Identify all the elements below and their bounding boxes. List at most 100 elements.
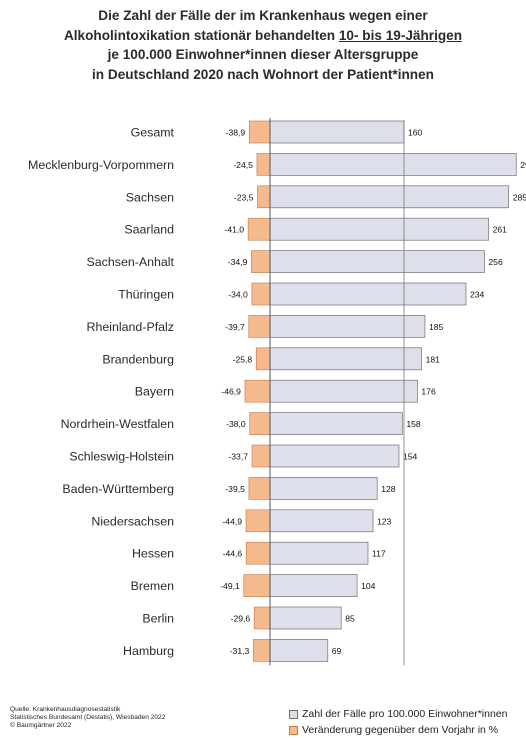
value-label-hamburg: 69 bbox=[332, 646, 342, 656]
value-label-rheinland-pfalz: 185 bbox=[429, 322, 444, 332]
change-bar-saarland bbox=[247, 217, 271, 241]
value-label-thueringen: 234 bbox=[470, 290, 485, 300]
change-bar-schleswig-holstein bbox=[251, 444, 271, 468]
value-label-hessen: 117 bbox=[372, 549, 386, 559]
change-label-bremen: -49,1 bbox=[220, 581, 240, 591]
value-label-brandenburg: 181 bbox=[426, 354, 441, 364]
value-label-bremen: 104 bbox=[361, 581, 376, 591]
legend-swatch-cases bbox=[289, 709, 298, 719]
change-bar-gesamt bbox=[248, 120, 271, 144]
change-label-bayern: -46,9 bbox=[221, 387, 241, 397]
category-label-gesamt: Gesamt bbox=[131, 126, 175, 140]
cases-bar-rheinland-pfalz bbox=[269, 315, 426, 338]
category-label-sachsen-anhalt: Sachsen-Anhalt bbox=[87, 255, 175, 269]
change-label-schleswig-holstein: -33,7 bbox=[228, 452, 248, 462]
category-label-hamburg: Hamburg bbox=[123, 644, 174, 658]
category-label-hessen: Hessen bbox=[132, 547, 174, 561]
legend-item-cases: Zahl der Fälle pro 100.000 Einwohner*inn… bbox=[289, 706, 507, 722]
cases-bar-bremen bbox=[269, 574, 358, 597]
legend-swatch-change bbox=[289, 725, 298, 735]
cases-bar-berlin bbox=[269, 606, 342, 630]
change-label-gesamt: -38,9 bbox=[226, 128, 246, 138]
category-label-brandenburg: Brandenburg bbox=[102, 352, 174, 366]
category-label-rheinland-pfalz: Rheinland-Pfalz bbox=[87, 320, 174, 334]
value-label-nordrhein-westfalen: 158 bbox=[406, 419, 421, 429]
cases-bar-nordrhein-westfalen bbox=[269, 412, 403, 435]
value-label-mecklenburg-vorpommern: 29 bbox=[520, 160, 526, 170]
change-bar-brandenburg bbox=[255, 347, 271, 371]
change-bar-mecklenburg-vorpommern bbox=[256, 153, 271, 176]
change-bar-bremen bbox=[243, 574, 271, 597]
change-label-hamburg: -31,3 bbox=[230, 646, 250, 656]
title-line-1: Die Zahl der Fälle der im Krankenhaus we… bbox=[98, 8, 428, 23]
copyright-line: © Baumgärtner 2022 bbox=[10, 722, 72, 729]
cases-bar-bayern bbox=[269, 379, 418, 403]
category-label-bayern: Bayern bbox=[135, 385, 174, 399]
value-label-gesamt: 160 bbox=[408, 128, 423, 138]
change-label-baden-wuerttemberg: -39,5 bbox=[225, 484, 245, 494]
change-bar-rheinland-pfalz bbox=[248, 315, 271, 338]
change-label-hessen: -44,6 bbox=[223, 549, 243, 559]
value-label-sachsen: 285 bbox=[513, 192, 526, 202]
category-label-schleswig-holstein: Schleswig-Holstein bbox=[69, 450, 174, 464]
cases-bar-niedersachsen bbox=[269, 509, 374, 533]
legend-label-cases: Zahl der Fälle pro 100.000 Einwohner*inn… bbox=[302, 708, 508, 720]
value-label-saarland: 261 bbox=[493, 225, 508, 235]
change-bar-niedersachsen bbox=[245, 509, 271, 533]
bar-chart: Gesamt -38,9 160 Mecklenburg-Vorpommern -24,… bbox=[28, 118, 526, 666]
category-label-bremen: Bremen bbox=[131, 579, 174, 593]
change-label-nordrhein-westfalen: -38,0 bbox=[226, 419, 246, 429]
cases-bar-baden-wuerttemberg bbox=[269, 477, 378, 500]
change-label-berlin: -29,6 bbox=[231, 614, 251, 624]
category-label-saarland: Saarland bbox=[124, 223, 174, 237]
chart-title: Die Zahl der Fälle der im Krankenhaus we… bbox=[0, 6, 526, 84]
value-label-baden-wuerttemberg: 128 bbox=[381, 484, 396, 494]
legend-item-change: Veränderung gegenüber dem Vorjahr in % bbox=[289, 722, 507, 738]
change-bar-hessen bbox=[245, 541, 271, 565]
title-line-2-text: Alkoholintoxikation stationär behandelte… bbox=[63, 27, 339, 43]
change-label-niedersachsen: -44,9 bbox=[222, 516, 242, 526]
title-line-3: je 100.000 Einwohner*innen dieser Alters… bbox=[107, 47, 419, 62]
cases-bar-brandenburg bbox=[269, 347, 422, 371]
change-label-brandenburg: -25,8 bbox=[233, 354, 253, 364]
cases-bar-saarland bbox=[269, 217, 489, 241]
title-age-group: 10- bis 19-Jährigen bbox=[338, 27, 463, 43]
cases-bar-schleswig-holstein bbox=[269, 444, 400, 468]
cases-bar-hamburg bbox=[269, 639, 329, 662]
value-label-sachsen-anhalt: 256 bbox=[488, 257, 503, 267]
category-label-baden-wuerttemberg: Baden-Württemberg bbox=[62, 482, 174, 496]
cases-bar-sachsen bbox=[269, 185, 510, 209]
change-label-mecklenburg-vorpommern: -24,5 bbox=[233, 160, 253, 170]
change-bar-thueringen bbox=[251, 282, 271, 306]
change-label-rheinland-pfalz: -39,7 bbox=[225, 322, 245, 332]
change-label-thueringen: -34,0 bbox=[228, 290, 248, 300]
value-label-niedersachsen: 123 bbox=[377, 516, 392, 526]
cases-bar-thueringen bbox=[269, 282, 467, 306]
title-line-4: in Deutschland 2020 nach Wohnort der Pat… bbox=[92, 66, 434, 82]
change-bar-hamburg bbox=[252, 639, 271, 662]
source-note: Quelle: Krankenhausdiagnosestatistik Sta… bbox=[10, 706, 165, 730]
change-label-saarland: -41,0 bbox=[225, 225, 245, 235]
change-bar-berlin bbox=[253, 606, 271, 630]
cases-bar-gesamt bbox=[269, 120, 405, 144]
legend: Zahl der Fälle pro 100.000 Einwohner*inn… bbox=[289, 706, 507, 738]
category-label-niedersachsen: Niedersachsen bbox=[91, 514, 174, 528]
change-bar-sachsen bbox=[257, 185, 271, 209]
cases-bar-mecklenburg-vorpommern bbox=[269, 153, 517, 176]
value-label-berlin: 85 bbox=[345, 614, 355, 624]
cases-bar-sachsen-anhalt bbox=[269, 250, 485, 273]
change-label-sachsen-anhalt: -34,9 bbox=[228, 257, 248, 267]
change-bar-sachsen-anhalt bbox=[251, 250, 271, 273]
value-label-bayern: 176 bbox=[421, 387, 436, 397]
source-line-2: Statistisches Bundesamt (Destatis), Wies… bbox=[10, 714, 166, 721]
change-bar-nordrhein-westfalen bbox=[249, 412, 271, 435]
title-line-2: Alkoholintoxikation stationär behandelte… bbox=[0, 26, 526, 46]
value-label-schleswig-holstein: 154 bbox=[403, 452, 418, 462]
category-label-mecklenburg-vorpommern: Mecklenburg-Vorpommern bbox=[28, 158, 174, 172]
change-bar-bayern bbox=[244, 379, 271, 403]
category-label-berlin: Berlin bbox=[142, 612, 174, 626]
category-label-sachsen: Sachsen bbox=[126, 190, 174, 204]
category-label-thueringen: Thüringen bbox=[118, 288, 174, 302]
source-line-1: Quelle: Krankenhausdiagnosestatistik bbox=[10, 706, 121, 713]
category-label-nordrhein-westfalen: Nordrhein-Westfalen bbox=[61, 417, 175, 431]
